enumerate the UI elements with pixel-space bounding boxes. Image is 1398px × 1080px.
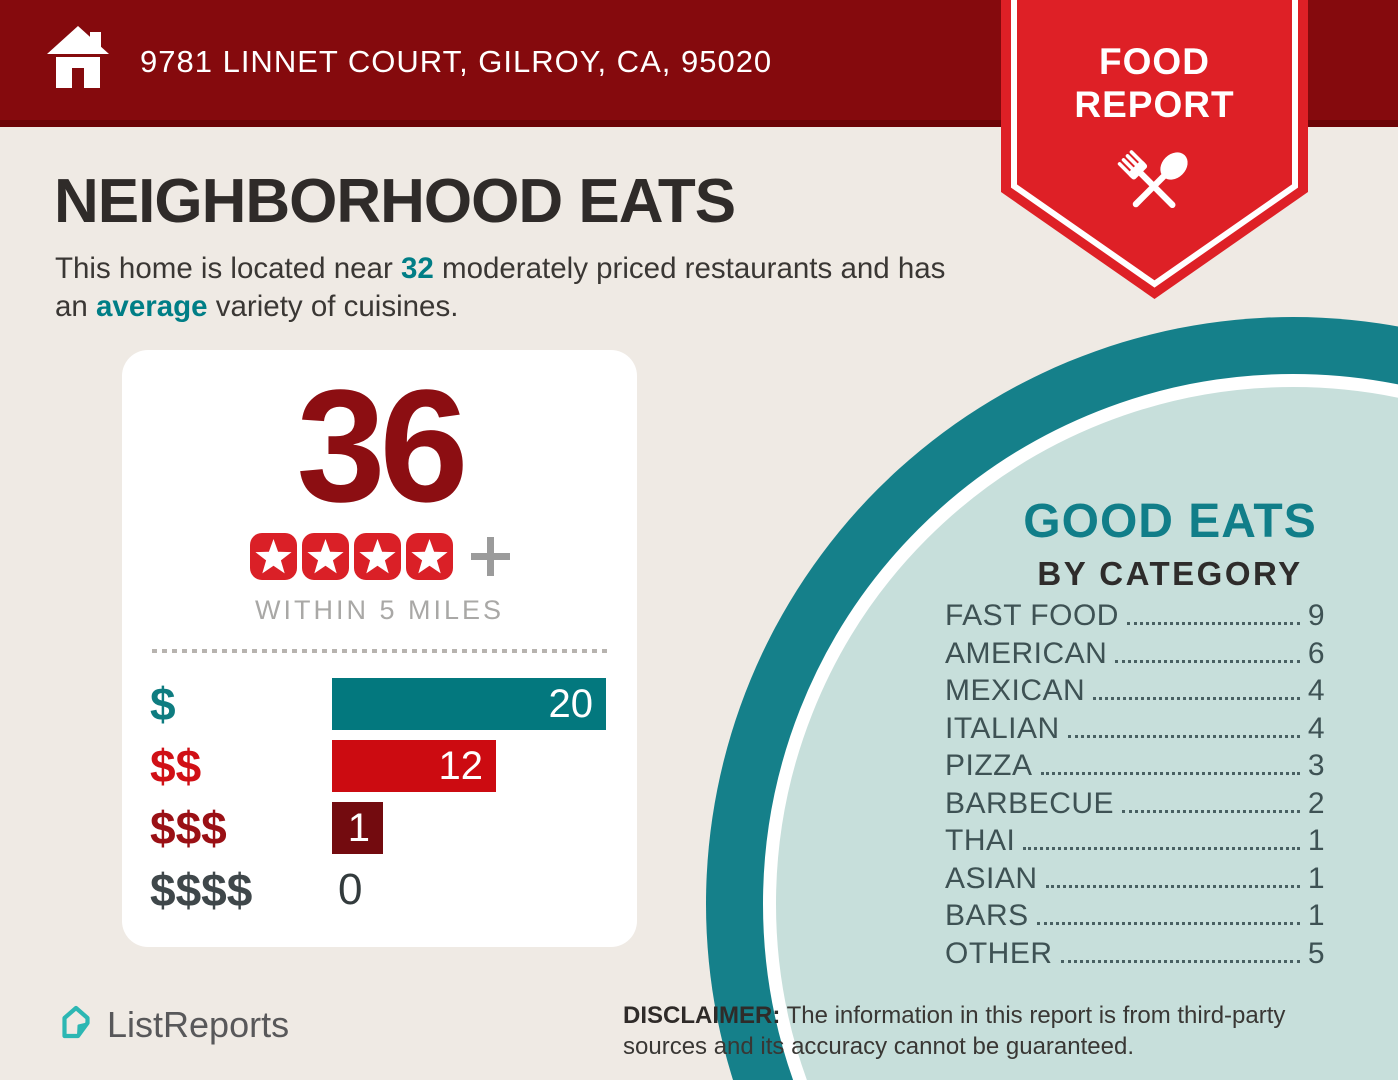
category-label: THAI	[945, 824, 1016, 857]
dotted-leader	[1093, 697, 1300, 700]
category-value: 4	[1307, 674, 1325, 707]
spoon-fork-icon	[1107, 138, 1202, 238]
good-eats-title: GOOD EATS	[1023, 495, 1317, 548]
price-tier-label: $$$	[150, 802, 227, 855]
bar-value-zero: 0	[338, 865, 363, 915]
price-tier-label: $	[150, 678, 176, 731]
property-address: 9781 LINNET COURT, GILROY, CA, 95020	[140, 44, 773, 79]
category-value: 2	[1307, 786, 1325, 820]
disclaimer-text: The information in this report is from t…	[623, 1002, 1286, 1060]
listreports-logo-icon	[56, 1002, 96, 1047]
price-bar-row: $$ 12	[150, 740, 637, 793]
ribbon-title: FOOD REPORT	[1001, 40, 1308, 126]
food-report-ribbon: FOOD REPORT	[1001, 0, 1308, 302]
category-label: ASIAN	[945, 861, 1038, 895]
category-value: 5	[1307, 936, 1325, 970]
bar-value: 20	[548, 681, 594, 726]
dotted-leader	[1040, 772, 1300, 775]
intro-text-pre: This home is located near	[55, 252, 401, 285]
category-label: OTHER	[945, 936, 1053, 970]
star-badge	[405, 533, 453, 581]
good-eats-subtitle: BY CATEGORY	[1037, 555, 1303, 592]
listreports-wordmark: ListReports	[107, 1003, 290, 1045]
house-icon	[46, 24, 110, 101]
star-badge	[353, 533, 401, 581]
disclaimer: DISCLAIMER: The information in this repo…	[623, 1000, 1365, 1062]
dotted-leader	[1122, 809, 1300, 813]
total-restaurants: 36	[296, 356, 469, 535]
category-label: BARS	[945, 899, 1029, 932]
radius-label: WITHIN 5 MILES	[254, 595, 505, 626]
category-value: 1	[1307, 824, 1325, 857]
price-bars: $20 $$ 12 $$$ 1 $$$$ 0	[150, 678, 637, 916]
restaurant-count: 32	[400, 252, 434, 285]
bar-track: 12	[332, 740, 606, 793]
dotted-leader	[1126, 622, 1300, 625]
price-tier-label: $$$$	[150, 864, 253, 917]
category-row: ITALIAN 4	[945, 711, 1325, 745]
category-row: OTHER 5	[945, 936, 1325, 970]
bar-value: 12	[438, 743, 484, 788]
disclaimer-label: DISCLAIMER:	[623, 1002, 781, 1029]
bar: 1	[332, 802, 383, 855]
dotted-leader	[1067, 734, 1300, 738]
star-badge	[249, 533, 297, 581]
bar-value: 1	[347, 805, 370, 850]
category-row: PIZZA 3	[945, 751, 1325, 781]
category-row: AMERICAN 6	[945, 636, 1325, 670]
bar-track: 20	[332, 678, 606, 731]
category-row: FAST FOOD 9	[945, 601, 1325, 631]
bar-track: 1	[332, 802, 606, 855]
variety-highlight: average	[96, 290, 208, 323]
dotted-leader	[1060, 959, 1300, 963]
intro-text-post: variety of cuisines.	[207, 290, 459, 323]
plus-icon	[470, 537, 510, 577]
ribbon-title-line1: FOOD	[1099, 41, 1210, 82]
dotted-leader	[1115, 659, 1300, 663]
intro-text-mid: moderately priced restaurants and has an	[55, 252, 946, 323]
category-row: BARBECUE 2	[945, 786, 1325, 820]
category-value: 1	[1307, 899, 1325, 932]
good-eats-header: GOOD EATS BY CATEGORY	[1020, 494, 1320, 593]
category-value: 1	[1307, 861, 1325, 895]
star-rating	[122, 533, 637, 581]
price-bar-row: $$$$ 0	[150, 864, 637, 916]
price-bar-row: $20	[150, 678, 637, 731]
category-value: 3	[1307, 749, 1325, 782]
listreports-brand: ListReports	[56, 1002, 289, 1047]
bar: 12	[332, 740, 496, 793]
bar-track: 0	[332, 864, 606, 916]
category-row: THAI 1	[945, 826, 1325, 856]
category-list: FAST FOOD 9 AMERICAN 6 MEXICAN 4 ITALIAN 4 PIZZA…	[945, 601, 1325, 976]
category-label: FAST FOOD	[945, 599, 1119, 632]
price-tier-label: $$	[150, 740, 202, 793]
category-row: ASIAN 1	[945, 861, 1325, 895]
price-bar-row: $$$ 1	[150, 802, 637, 855]
category-label: BARBECUE	[945, 786, 1115, 820]
star-badge	[301, 533, 349, 581]
category-row: BARS 1	[945, 901, 1325, 931]
category-value: 9	[1307, 599, 1325, 632]
category-label: AMERICAN	[945, 636, 1108, 670]
dashed-divider	[152, 649, 607, 654]
category-label: ITALIAN	[945, 711, 1060, 745]
restaurant-stats-card: 36 WITHIN 5 MILES $20 $$ 12 $$$ 1 $$$$ 0	[122, 350, 637, 947]
bar: 20	[332, 678, 606, 731]
intro-paragraph: This home is located near 32 moderately …	[55, 250, 965, 326]
category-label: PIZZA	[945, 749, 1033, 782]
category-value: 4	[1307, 711, 1325, 745]
dotted-leader	[1045, 884, 1300, 888]
category-row: MEXICAN 4	[945, 676, 1325, 706]
dotted-leader	[1023, 847, 1300, 850]
category-value: 6	[1307, 636, 1325, 670]
ribbon-title-line2: REPORT	[1074, 84, 1235, 125]
category-label: MEXICAN	[945, 674, 1086, 707]
page-title: NEIGHBORHOOD EATS	[54, 167, 736, 236]
dotted-leader	[1036, 922, 1300, 925]
